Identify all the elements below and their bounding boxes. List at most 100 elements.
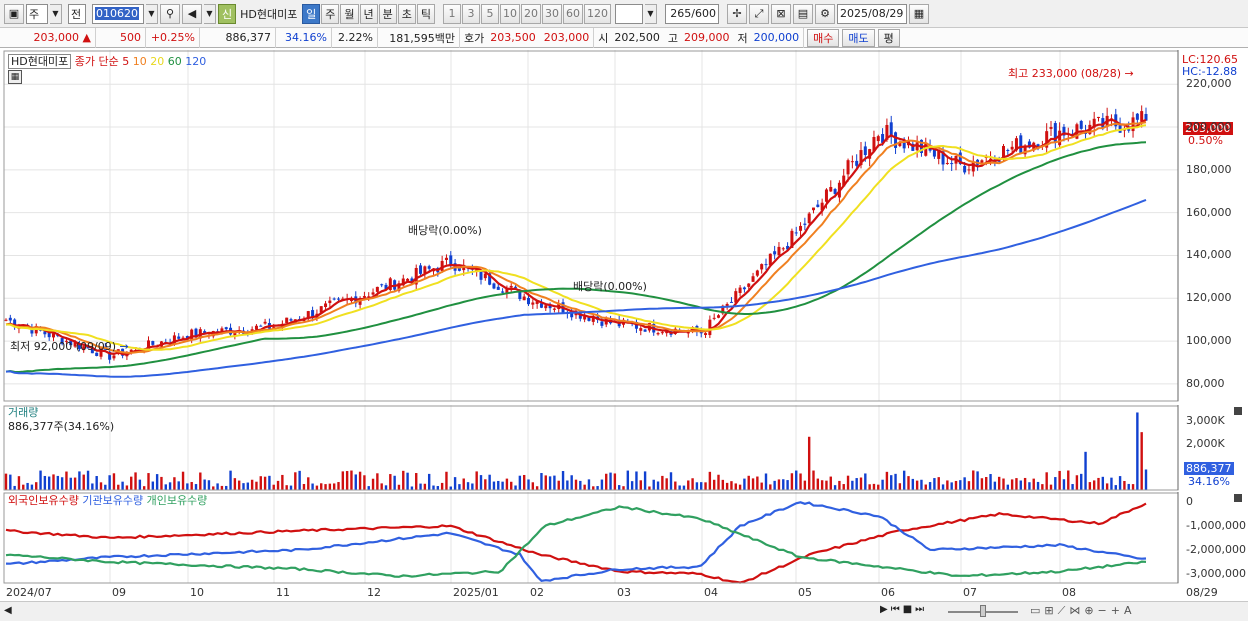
volume-bar: [497, 480, 500, 490]
speaker-icon[interactable]: ◀: [182, 3, 202, 24]
volume-bar: [1114, 485, 1117, 490]
candle-body: [371, 292, 375, 295]
text-tool-icon[interactable]: A: [1123, 604, 1132, 617]
table-toggle-icon[interactable]: ▦: [8, 70, 22, 84]
volume-bar: [911, 478, 915, 490]
calendar-icon[interactable]: ▦: [909, 3, 929, 24]
type-select[interactable]: 주: [26, 3, 48, 24]
volume-bar: [488, 474, 491, 490]
stock-chart[interactable]: [0, 50, 1248, 601]
interval-button[interactable]: 30: [542, 3, 562, 24]
interval-button[interactable]: 3: [462, 3, 480, 24]
candle-body: [423, 266, 427, 274]
period-button[interactable]: 월: [340, 3, 359, 24]
zoom-slider-handle[interactable]: [980, 605, 986, 617]
close-indicator-icon[interactable]: ⊠: [771, 3, 791, 24]
period-button[interactable]: 분: [378, 3, 397, 24]
candle-body: [842, 175, 846, 187]
window-icon[interactable]: ▣: [4, 3, 24, 24]
chart-scrollbar[interactable]: ◀ ▶ ⏮ ■ ⏭ ▭ ⊞ ⟋ ⋈ ⊕ − + A: [0, 601, 1248, 621]
fib-icon[interactable]: ⋈: [1069, 604, 1081, 617]
holdings-y-tick: -3,000,000: [1186, 566, 1246, 580]
candle-body: [60, 338, 64, 344]
interval-button[interactable]: 60: [563, 3, 583, 24]
sell-button[interactable]: 매도: [842, 28, 875, 47]
code-dropdown-icon[interactable]: ▼: [146, 3, 158, 24]
volume-bar: [548, 476, 552, 490]
candle-body: [289, 319, 293, 321]
stop-icon[interactable]: ■: [902, 604, 913, 615]
stock-code-input[interactable]: 010620: [92, 3, 144, 24]
candle-body: [932, 147, 936, 157]
period-button[interactable]: 주: [321, 3, 340, 24]
speaker-dropdown-icon[interactable]: ▼: [204, 3, 216, 24]
volume-bar: [384, 485, 388, 490]
interval-button[interactable]: 120: [584, 3, 611, 24]
candle-body: [444, 257, 448, 261]
period-button[interactable]: 년: [359, 3, 378, 24]
volume-bar: [661, 475, 664, 490]
forward-icon[interactable]: ⏭: [915, 604, 925, 615]
candle-body: [1019, 135, 1023, 154]
scroll-left-icon[interactable]: ◀: [4, 605, 12, 616]
candle-body: [989, 158, 993, 160]
period-button[interactable]: 초: [397, 3, 416, 24]
draw-tool-icon[interactable]: ⤢: [749, 3, 769, 24]
count-field[interactable]: 265/600: [665, 3, 719, 24]
volume-bar: [47, 476, 51, 490]
plus-icon[interactable]: +: [1110, 604, 1120, 617]
zoom-icon[interactable]: ⊕: [1084, 604, 1094, 617]
save-icon[interactable]: ▤: [793, 3, 813, 24]
candle-body: [881, 134, 885, 143]
interval-button[interactable]: 20: [521, 3, 541, 24]
period-button[interactable]: 틱: [416, 3, 435, 24]
volume-bar: [272, 484, 275, 490]
legend-ma20: 20: [150, 55, 165, 68]
interval-button[interactable]: 5: [481, 3, 499, 24]
interval-button[interactable]: 1: [443, 3, 461, 24]
image-icon[interactable]: ▭: [1030, 604, 1041, 617]
candle-body: [1058, 130, 1062, 146]
candle-body: [548, 304, 552, 309]
minus-icon[interactable]: −: [1097, 604, 1107, 617]
crosshair-icon[interactable]: ✢: [727, 3, 747, 24]
credit-badge[interactable]: 신: [218, 3, 237, 24]
period-button[interactable]: 일: [302, 3, 321, 24]
volume-bar: [527, 479, 530, 490]
line-tool-icon[interactable]: ⟋: [1057, 604, 1066, 617]
volume-bar: [751, 478, 755, 490]
legend-foreign: 외국인보유수량: [8, 494, 79, 507]
rewind-icon[interactable]: ⏮: [890, 604, 900, 615]
volume-bar: [449, 486, 452, 490]
volume-y-tick: 2,000K: [1186, 436, 1225, 450]
volume-bar: [56, 475, 60, 490]
candle-type-icon[interactable]: ⊞: [1044, 604, 1054, 617]
volume-bar: [799, 473, 802, 490]
volume-bar: [985, 477, 988, 490]
date-input[interactable]: 2025/08/29: [837, 3, 907, 24]
candle-body: [172, 335, 176, 344]
volume-bar: [1084, 451, 1087, 490]
volume-bar: [786, 480, 789, 490]
eval-button[interactable]: 평: [877, 28, 900, 47]
volume-bar: [242, 483, 245, 490]
candle-body: [69, 340, 73, 346]
candle-body: [768, 253, 772, 266]
candle-body: [479, 270, 483, 280]
volume-close-icon: [1234, 407, 1242, 415]
volume-bar: [656, 481, 660, 490]
gear-icon[interactable]: ⚙: [815, 3, 835, 24]
interval-button[interactable]: 10: [500, 3, 520, 24]
scroll-right-icon[interactable]: ▶: [880, 604, 888, 615]
scope-select[interactable]: 전: [68, 3, 86, 24]
volume-bar: [199, 472, 202, 490]
candle-body: [177, 336, 181, 339]
type-dropdown-icon[interactable]: ▼: [50, 3, 62, 24]
holdings-close-icon: [1234, 494, 1242, 502]
volume-bar: [22, 484, 25, 490]
buy-button[interactable]: 매수: [807, 28, 840, 47]
interval-dropdown-icon[interactable]: ▼: [645, 3, 657, 24]
search-icon[interactable]: ⚲: [160, 3, 180, 24]
candle-body: [708, 319, 712, 336]
interval-input[interactable]: [615, 3, 643, 24]
